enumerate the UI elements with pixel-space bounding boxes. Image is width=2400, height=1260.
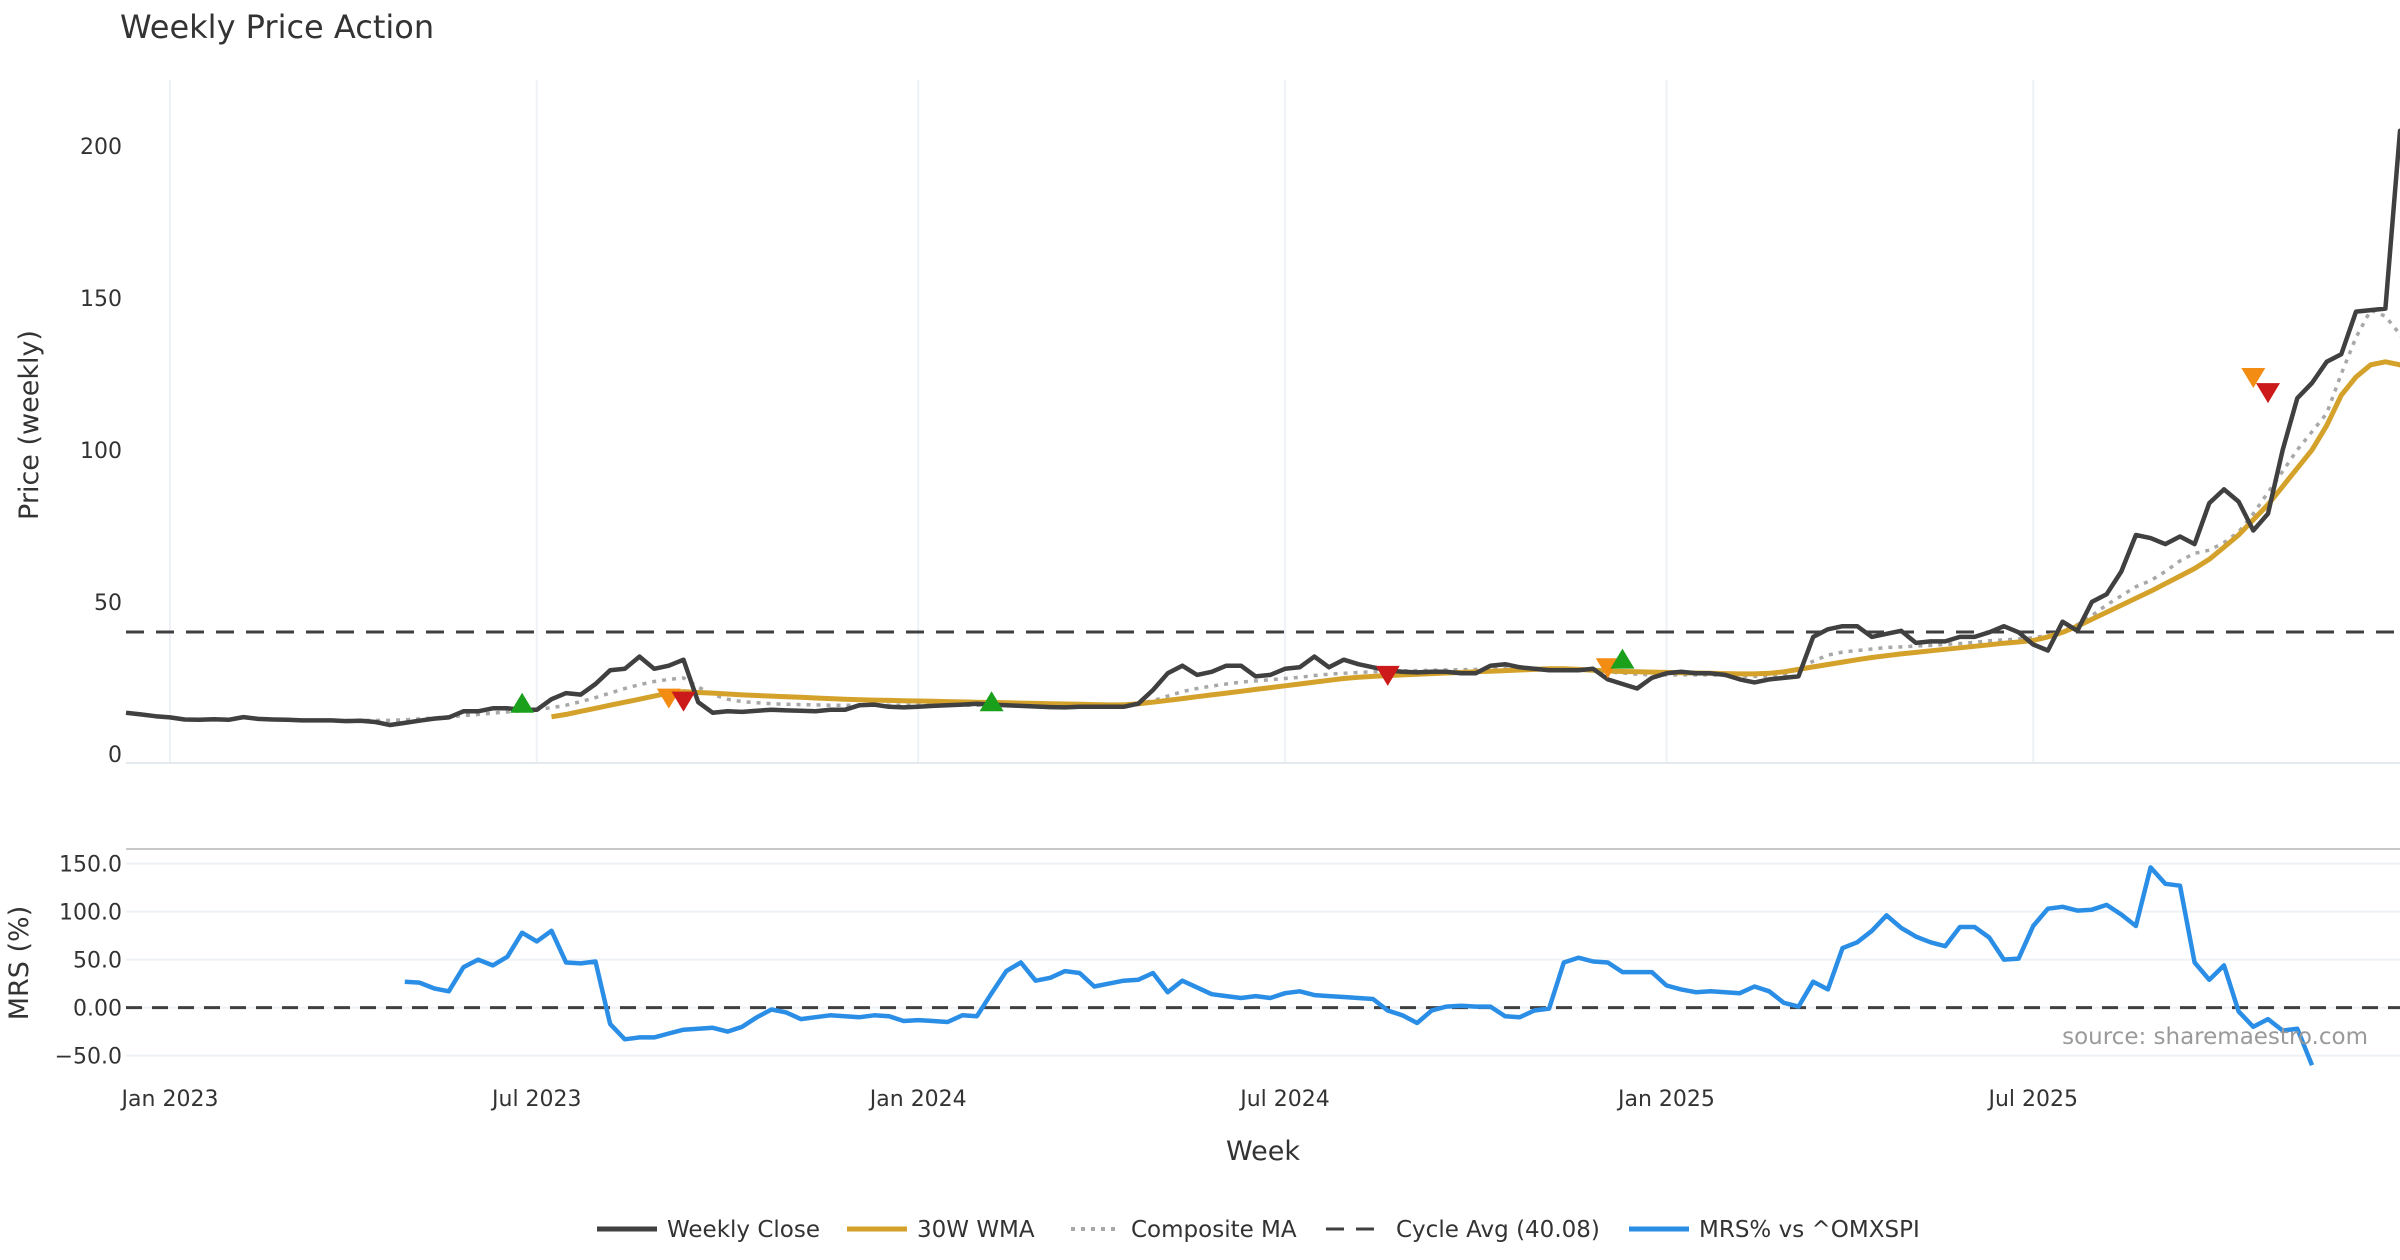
mrs-y-tick-label: 0.00 <box>73 997 122 1022</box>
buy-signal-marker <box>1610 648 1635 669</box>
chart-title: Weekly Price Action <box>120 8 434 46</box>
x-tick-label: Jul 2025 <box>1986 1087 2078 1112</box>
price-y-tick-label: 100 <box>80 439 122 464</box>
buy-signal-marker <box>510 692 535 713</box>
x-tick-label: Jan 2024 <box>868 1087 967 1112</box>
mrs-y-tick-label: −50.0 <box>55 1045 122 1070</box>
mrs-y-axis-label: MRS (%) <box>4 906 35 1021</box>
sell-signal-marker <box>1375 665 1400 686</box>
composite-ma-line <box>346 307 2400 723</box>
price-y-tick-label: 0 <box>108 743 122 768</box>
price-y-axis-label: Price (weekly) <box>14 330 45 520</box>
mrs-panel: 150.0 100.0 50.0 0.00 −50.0 MRS (%) source: … <box>4 853 2400 1070</box>
sell-signal-marker <box>2255 383 2280 404</box>
source-credit: source: sharemaestro.com <box>2062 1024 2368 1050</box>
price-y-tick-label: 200 <box>80 135 122 160</box>
price-panel: 0 50 100 150 200 Price (weekly) <box>14 80 2400 768</box>
mrs-y-tick-label: 150.0 <box>59 853 122 878</box>
x-axis-label: Week <box>1226 1136 1300 1167</box>
mrs-line <box>404 865 2315 1067</box>
x-tick-label: Jul 2024 <box>1238 1087 1330 1112</box>
price-y-tick-label: 150 <box>80 287 122 312</box>
caution-signal-marker <box>2241 367 2266 388</box>
x-tick-label: Jan 2023 <box>120 1087 219 1112</box>
wma30-line <box>551 359 2400 720</box>
legend-label-mrs[interactable]: MRS% vs ^OMXSPI <box>1699 1217 1920 1243</box>
price-y-tick-label: 50 <box>94 591 122 616</box>
legend: Weekly Close 30W WMA Composite MA Cycle … <box>597 1217 1920 1243</box>
mrs-y-ticks: 150.0 100.0 50.0 0.00 −50.0 <box>55 853 122 1070</box>
mrs-y-tick-label: 50.0 <box>73 949 122 974</box>
legend-label-wma30[interactable]: 30W WMA <box>917 1217 1035 1243</box>
buy-signal-marker <box>979 691 1004 712</box>
legend-label-weekly-close[interactable]: Weekly Close <box>667 1217 820 1243</box>
sell-signal-marker <box>671 691 696 712</box>
x-tick-label: Jan 2025 <box>1616 1087 1715 1112</box>
mrs-y-tick-label: 100.0 <box>59 901 122 926</box>
x-tick-label: Jul 2023 <box>490 1087 582 1112</box>
mrs-gridlines <box>126 862 2400 1057</box>
price-y-ticks: 0 50 100 150 200 <box>80 135 122 768</box>
price-gridlines <box>169 80 2035 763</box>
signal-markers <box>510 367 2280 713</box>
legend-label-composite-ma[interactable]: Composite MA <box>1131 1217 1297 1243</box>
legend-label-cycle-avg[interactable]: Cycle Avg (40.08) <box>1396 1217 1600 1243</box>
x-axis-ticks: Jan 2023 Jul 2023 Jan 2024 Jul 2024 Jan 2025… <box>120 1087 2078 1112</box>
